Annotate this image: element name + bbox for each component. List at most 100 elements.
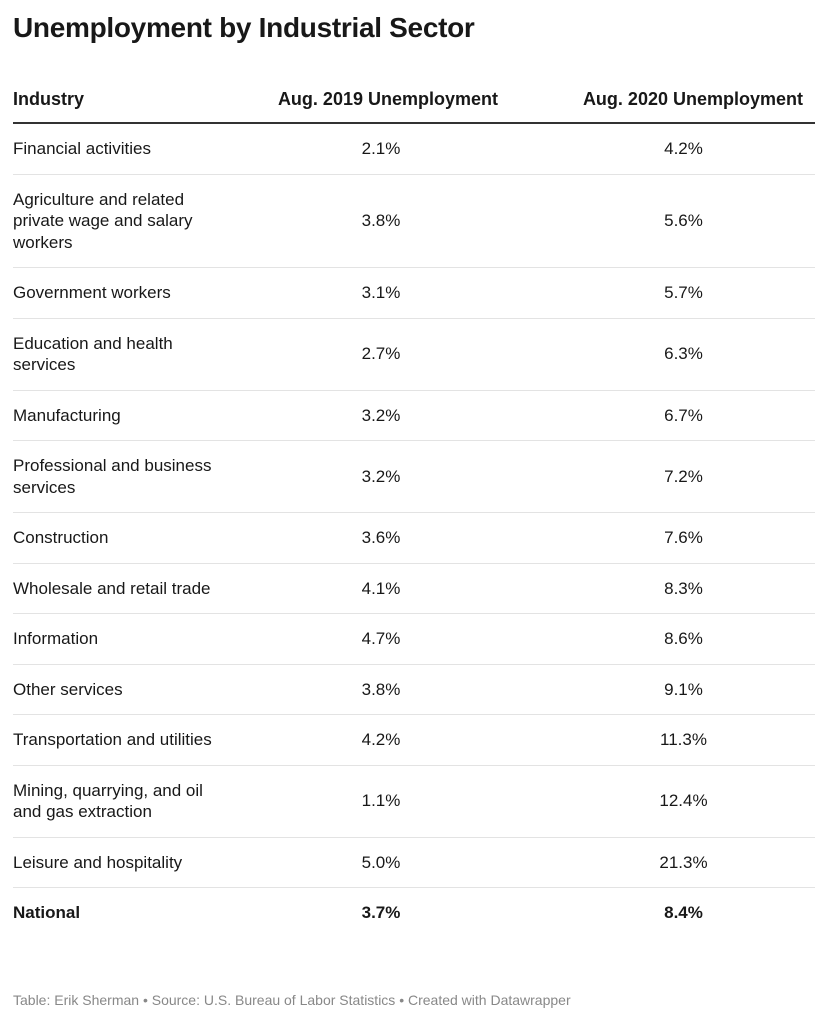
cell-text: 3.1%	[361, 283, 401, 302]
table-cell: 3.6%	[258, 512, 504, 564]
table-cell: Education and health services	[13, 318, 258, 391]
table-cell: 2.7%	[258, 318, 504, 391]
table-cell: 9.1%	[504, 664, 815, 715]
cell-text: 6.3%	[664, 344, 703, 364]
cell-text: Mining, quarrying, and oil and gas extra…	[13, 780, 203, 822]
column-header: Industry	[13, 76, 258, 124]
table-row: Government workers 3.1% 5.7%	[13, 267, 815, 319]
cell-text: Information	[13, 629, 99, 648]
table-cell: 8.6%	[504, 613, 815, 665]
table-cell: 3.1%	[258, 267, 504, 319]
table-cell: 4.2%	[258, 714, 504, 766]
table-row: Mining, quarrying, and oil and gas extra…	[13, 765, 815, 838]
table-cell: Construction	[13, 512, 258, 564]
cell-text: 1.1%	[361, 791, 401, 811]
cell-text: 2.7%	[361, 344, 401, 364]
table-cell: Leisure and hospitality	[13, 837, 258, 888]
cell-text: Leisure and hospitality	[13, 852, 183, 872]
table-cell: 7.6%	[504, 512, 815, 564]
cell-text: 21.3%	[659, 852, 708, 872]
table-cell: Financial activities	[13, 123, 258, 175]
cell-text: 8.6%	[664, 629, 703, 648]
table-row: Construction 3.6% 7.6%	[13, 512, 815, 564]
table-cell: 1.1%	[258, 765, 504, 838]
table-cell: 12.4%	[504, 765, 815, 838]
cell-text: National	[13, 903, 81, 922]
cell-text: 3.2%	[361, 466, 401, 486]
table-cell: 3.2%	[258, 390, 504, 441]
table-cell: 5.6%	[504, 174, 815, 268]
cell-text: Wholesale and retail trade	[13, 578, 211, 598]
cell-text: 8.4%	[664, 903, 703, 922]
cell-text: 3.8%	[361, 211, 401, 230]
table-cell: 3.2%	[258, 440, 504, 513]
cell-text: 12.4%	[659, 791, 708, 811]
cell-text: 9.1%	[664, 679, 703, 699]
table-cell: 4.1%	[258, 563, 504, 614]
column-header: Aug. 2020 Unemployment	[504, 76, 815, 124]
table-cell: 5.7%	[504, 267, 815, 319]
cell-text: 5.6%	[664, 211, 703, 230]
table-cell: 3.7%	[258, 888, 504, 938]
table-row: Transportation and utilities 4.2% 11.3%	[13, 714, 815, 766]
table-row: Leisure and hospitality 5.0% 21.3%	[13, 837, 815, 888]
cell-text: Transportation and utilities	[13, 730, 212, 749]
table-cell: 6.3%	[504, 318, 815, 391]
header-row: Industry Aug. 2019 Unemployment Aug. 2020 …	[13, 76, 815, 124]
table-cell: Manufacturing	[13, 390, 258, 441]
table-row: Financial activities 2.1% 4.2%	[13, 123, 815, 175]
table-cell: Wholesale and retail trade	[13, 563, 258, 614]
cell-text: 3.2%	[361, 405, 401, 425]
cell-text: 3.7%	[361, 903, 401, 922]
cell-text: 5.0%	[361, 852, 401, 872]
table-row: Wholesale and retail trade 4.1% 8.3%	[13, 563, 815, 614]
cell-text: 2.1%	[361, 139, 401, 158]
cell-text: 4.2%	[361, 730, 401, 749]
table-cell: Government workers	[13, 267, 258, 319]
table-cell: 4.2%	[504, 123, 815, 175]
table-cell: 3.8%	[258, 174, 504, 268]
cell-text: 7.2%	[664, 466, 703, 486]
table-row: Agriculture and related private wage and…	[13, 174, 815, 268]
table-cell: 2.1%	[258, 123, 504, 175]
cell-text: 3.6%	[361, 528, 401, 547]
cell-text: Manufacturing	[13, 405, 121, 425]
table-cell: 6.7%	[504, 390, 815, 441]
table-body: Financial activities 2.1% 4.2% Agriculture …	[13, 123, 815, 938]
table-cell: 7.2%	[504, 440, 815, 513]
cell-text: Construction	[13, 528, 109, 547]
cell-text: Professional and business services	[13, 456, 212, 497]
cell-text: 3.8%	[361, 679, 401, 699]
table-cell: Transportation and utilities	[13, 714, 258, 766]
cell-text: Agriculture and related private wage and…	[13, 189, 193, 252]
footer: Table: Erik Sherman • Source: U.S. Burea…	[13, 992, 571, 1008]
table-cell: 21.3%	[504, 837, 815, 888]
cell-text: 7.6%	[664, 528, 703, 547]
table-cell: National	[13, 888, 258, 938]
cell-text: 8.3%	[664, 578, 703, 598]
cell-text: 6.7%	[664, 405, 703, 425]
cell-text: Government workers	[13, 283, 171, 302]
table-cell: Information	[13, 613, 258, 665]
table-row: National 3.7% 8.4%	[13, 888, 815, 938]
cell-text: 4.7%	[361, 629, 401, 648]
title: Unemployment by Industrial Sector	[13, 12, 475, 43]
table-cell: Other services	[13, 664, 258, 715]
table-cell: 11.3%	[504, 714, 815, 766]
column-header: Aug. 2019 Unemployment	[258, 76, 504, 124]
table-cell: 8.4%	[504, 888, 815, 938]
cell-text: Financial activities	[13, 139, 151, 158]
table: Industry Aug. 2019 Unemployment Aug. 2020 …	[13, 76, 815, 938]
table-cell: Professional and business services	[13, 440, 258, 513]
cell-text: 4.2%	[664, 139, 703, 158]
table-cell: Agriculture and related private wage and…	[13, 174, 258, 268]
cell-text: 4.1%	[361, 578, 401, 598]
cell-text: 11.3%	[660, 730, 707, 749]
table-row: Manufacturing 3.2% 6.7%	[13, 390, 815, 441]
table-cell: 3.8%	[258, 664, 504, 715]
table-cell: Mining, quarrying, and oil and gas extra…	[13, 765, 258, 838]
table-row: Information 4.7% 8.6%	[13, 613, 815, 665]
table-cell: 5.0%	[258, 837, 504, 888]
table-cell: 4.7%	[258, 613, 504, 665]
